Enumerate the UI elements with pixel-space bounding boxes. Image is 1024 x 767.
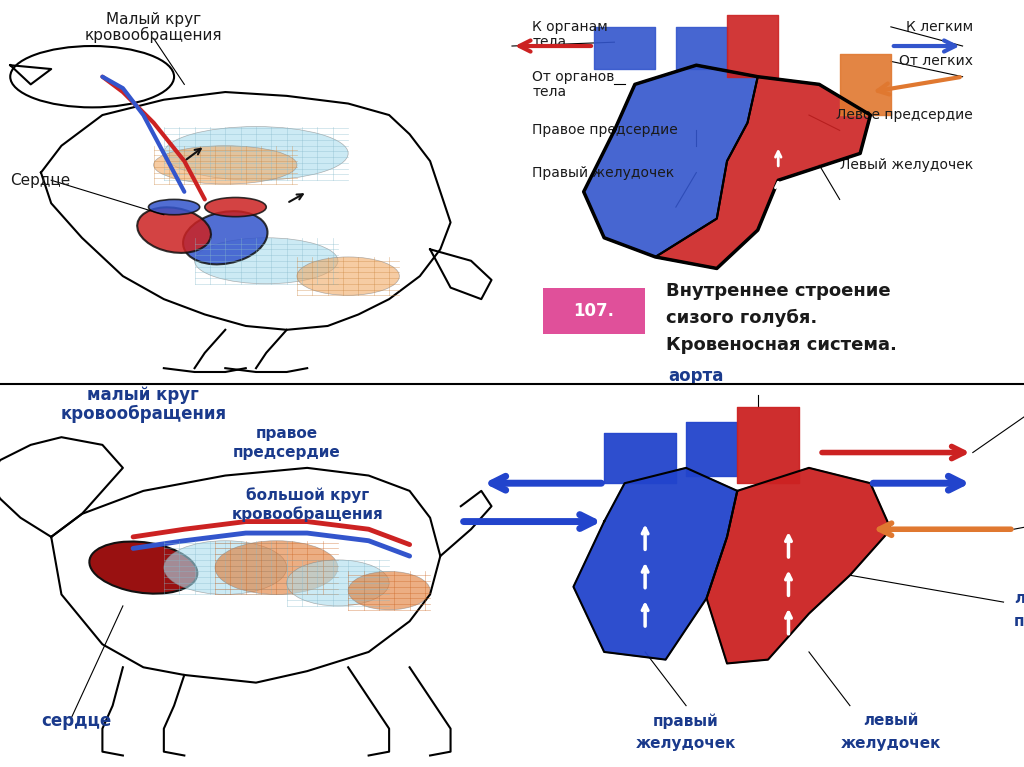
Ellipse shape <box>154 146 297 184</box>
Text: От органов: От органов <box>532 70 614 84</box>
Text: Кровеносная система.: Кровеносная система. <box>666 336 896 354</box>
Text: Малый круг: Малый круг <box>105 12 202 27</box>
Ellipse shape <box>137 207 211 253</box>
Text: 107.: 107. <box>573 301 614 320</box>
Text: Сердце: Сердце <box>10 173 71 188</box>
Text: Внутреннее строение: Внутреннее строение <box>666 282 890 301</box>
Text: правый: правый <box>653 713 719 729</box>
Ellipse shape <box>195 238 338 284</box>
Text: кровообращения: кровообращения <box>60 405 226 423</box>
Text: тела: тела <box>532 85 566 99</box>
Text: предсердие: предсердие <box>1014 614 1024 629</box>
Text: желудочек: желудочек <box>841 736 941 752</box>
Text: От легких: От легких <box>899 54 973 68</box>
Ellipse shape <box>183 211 267 265</box>
Text: Левый желудочек: Левый желудочек <box>840 158 973 172</box>
Ellipse shape <box>164 127 348 180</box>
Ellipse shape <box>348 571 430 610</box>
Text: желудочек: желудочек <box>636 736 736 752</box>
Text: Правое предсердие: Правое предсердие <box>532 123 678 137</box>
Text: предсердие: предсердие <box>232 445 341 460</box>
Ellipse shape <box>164 541 287 594</box>
Text: Левое предсердие: Левое предсердие <box>836 108 973 122</box>
Ellipse shape <box>205 198 266 217</box>
Ellipse shape <box>215 541 338 594</box>
Text: правое: правое <box>256 426 317 441</box>
FancyBboxPatch shape <box>543 288 645 334</box>
Text: левое: левое <box>1014 591 1024 606</box>
Text: К органам: К органам <box>532 20 608 34</box>
Ellipse shape <box>297 257 399 295</box>
Text: малый круг: малый круг <box>87 386 200 404</box>
Text: сердце: сердце <box>41 712 112 730</box>
Polygon shape <box>707 468 891 663</box>
Polygon shape <box>584 65 758 257</box>
Text: большой круг: большой круг <box>246 487 369 502</box>
Text: аорта: аорта <box>669 367 724 385</box>
Ellipse shape <box>287 560 389 606</box>
Text: кровообращения: кровообращения <box>85 26 222 43</box>
Polygon shape <box>655 77 870 268</box>
Text: К легким: К легким <box>905 20 973 34</box>
Text: Правый желудочек: Правый желудочек <box>532 166 675 179</box>
Text: левый: левый <box>863 713 919 729</box>
Text: кровообращения: кровообращения <box>231 506 383 522</box>
Ellipse shape <box>89 542 198 594</box>
Text: сизого голубя.: сизого голубя. <box>666 309 817 328</box>
Text: тела: тела <box>532 35 566 49</box>
Ellipse shape <box>148 199 200 215</box>
Polygon shape <box>573 468 737 660</box>
